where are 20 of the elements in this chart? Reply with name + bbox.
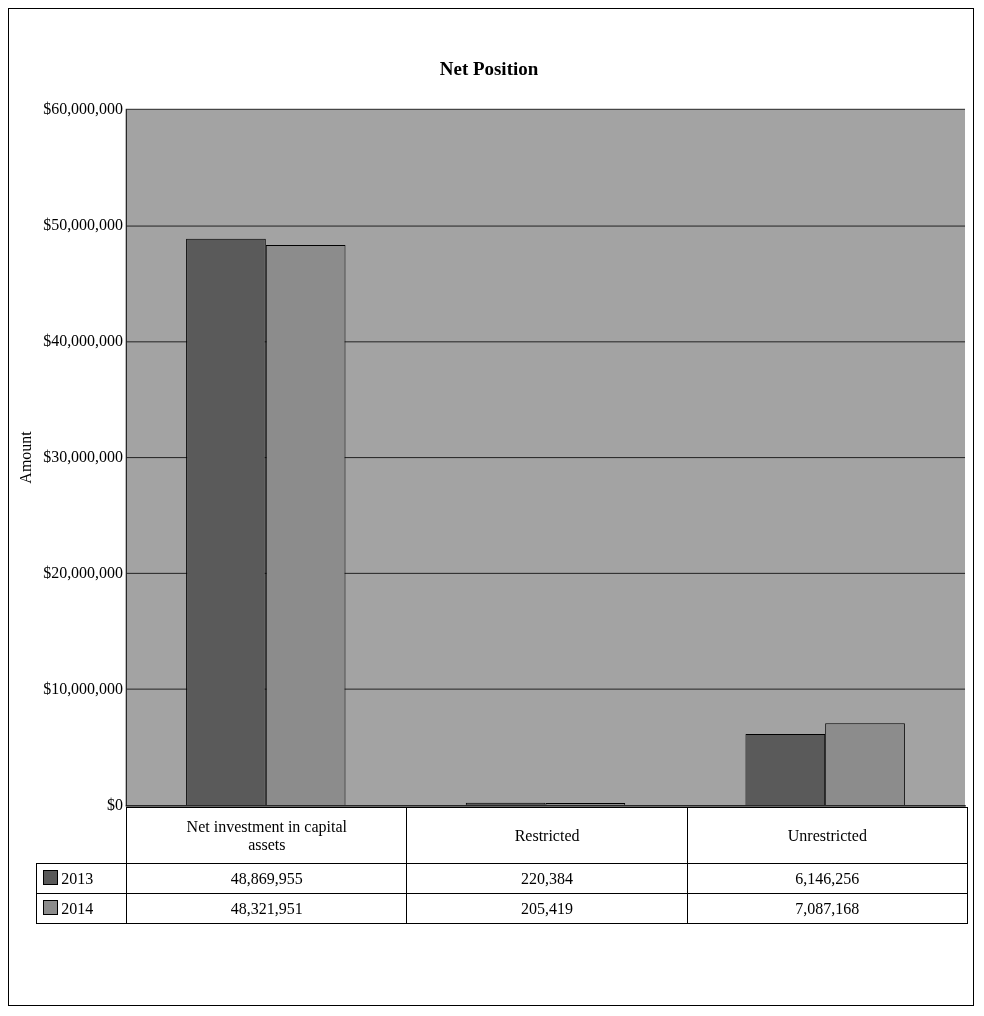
data-label: 220,384	[406, 863, 688, 894]
data-label: 6,146,256	[687, 863, 968, 894]
data-label: 205,419	[406, 893, 688, 924]
y-tick-label: $10,000,000	[43, 679, 123, 697]
y-tick-label: $60,000,000	[43, 99, 123, 117]
legend-label: 2014	[60, 899, 94, 917]
legend-label: 2013	[60, 869, 94, 887]
data-label: 7,087,168	[687, 893, 968, 924]
data-label: 48,869,955	[126, 863, 407, 894]
y-tick-label: $40,000,000	[43, 331, 123, 349]
y-axis-title: Amount	[16, 430, 34, 484]
x-tick-label: Net investment in capital assets	[126, 807, 407, 864]
chart-title: Net Position	[439, 58, 539, 80]
y-tick-label: $30,000,000	[43, 447, 123, 465]
x-tick-label: Unrestricted	[687, 807, 968, 864]
y-tick-label: $50,000,000	[43, 215, 123, 233]
data-label: 48,321,951	[126, 893, 407, 924]
y-tick-label: $20,000,000	[43, 563, 123, 581]
y-tick-label: $0	[107, 795, 123, 813]
x-tick-label: Restricted	[406, 807, 688, 864]
